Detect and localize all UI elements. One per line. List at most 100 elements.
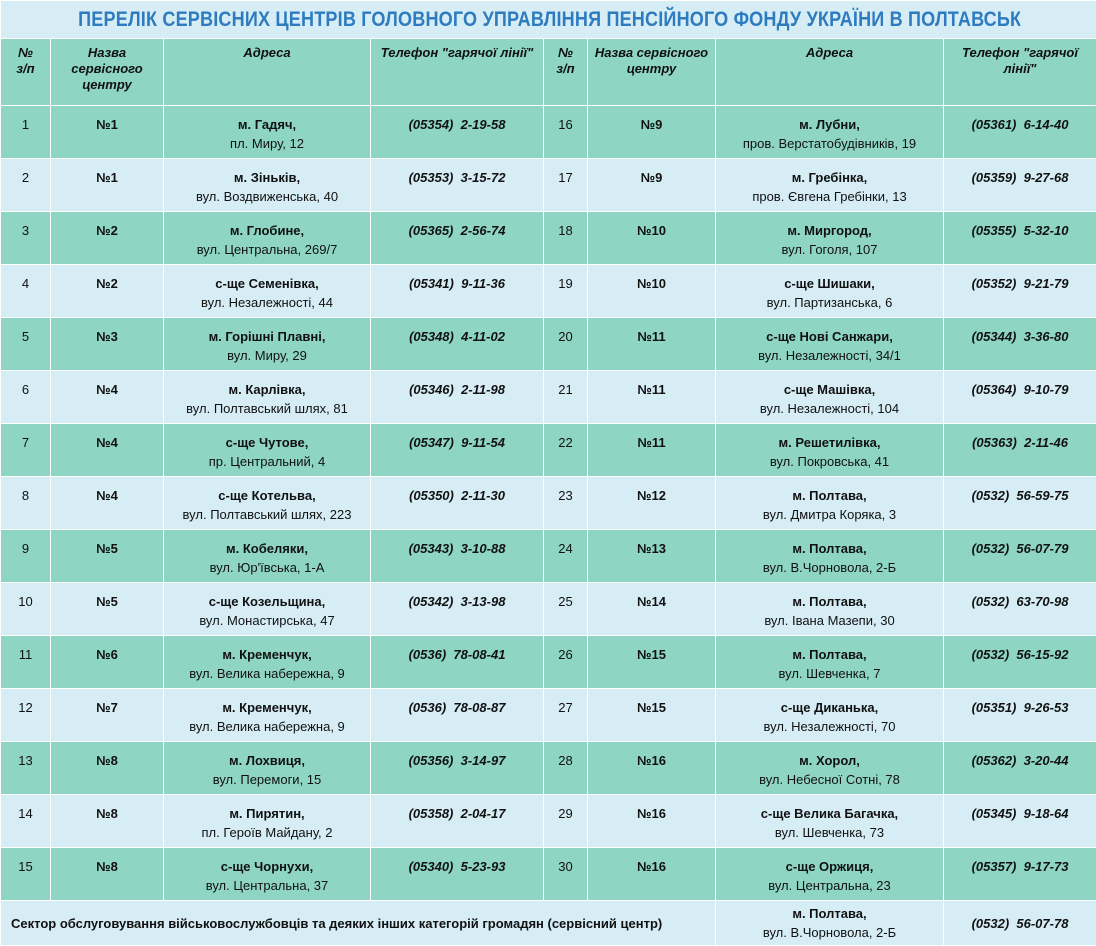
street: вул. Небесної Сотні, 78: [759, 772, 900, 787]
phone-cell: (0532) 56-59-75: [944, 477, 1096, 530]
street: пров. Євгена Гребінки, 13: [752, 189, 906, 204]
row-number: 22: [544, 424, 588, 477]
center-name: №15: [588, 636, 716, 689]
center-name: №5: [51, 583, 164, 636]
footer-phone-cell: (0532) 56-07-78: [944, 901, 1096, 946]
address: с-ще Диканька,вул. Незалежності, 70: [716, 689, 944, 742]
phone-cell: (05355) 5-32-10: [944, 212, 1096, 265]
city: м. Миргород,: [716, 221, 943, 240]
street: вул. Центральна, 269/7: [197, 242, 338, 257]
center-name: №13: [588, 530, 716, 583]
street: вул. Незалежності, 104: [760, 401, 899, 416]
street: вул. Шевченка, 7: [779, 666, 881, 681]
street: вул. Воздвиженська, 40: [196, 189, 338, 204]
city: м. Полтава,: [716, 539, 943, 558]
center-name: №4: [51, 371, 164, 424]
row-number: 2: [1, 159, 51, 212]
street: пл. Миру, 12: [230, 136, 304, 151]
phone: (05344) 3-36-80: [972, 329, 1069, 344]
street: вул. Незалежності, 44: [201, 295, 333, 310]
phone: (05345) 9-18-64: [972, 806, 1069, 821]
header-phone: Телефон "гарячої лінії": [371, 39, 544, 106]
city: с-ще Диканька,: [716, 698, 943, 717]
phone: (05346) 2-11-98: [409, 382, 505, 397]
header-phone: Телефон "гарячої лінії": [944, 39, 1096, 106]
city: с-ще Котельва,: [164, 486, 370, 505]
city: с-ще Шишаки,: [716, 274, 943, 293]
phone: (05359) 9-27-68: [972, 170, 1069, 185]
row-number: 14: [1, 795, 51, 848]
city: с-ще Велика Багачка,: [716, 804, 943, 823]
phone-cell: (05362) 3-20-44: [944, 742, 1096, 795]
center-name: №4: [51, 424, 164, 477]
address: с-ще Машівка, вул. Незалежності, 104: [716, 371, 944, 424]
center-name: №10: [588, 265, 716, 318]
row-number: 8: [1, 477, 51, 530]
row-number: 25: [544, 583, 588, 636]
row-number: 13: [1, 742, 51, 795]
row-number: 17: [544, 159, 588, 212]
phone-cell: (05348) 4-11-02: [371, 318, 544, 371]
phone-cell: (0532) 63-70-98: [944, 583, 1096, 636]
center-name: №8: [51, 848, 164, 901]
row-number: 18: [544, 212, 588, 265]
center-name: №11: [588, 371, 716, 424]
address: м. Гребінка,пров. Євгена Гребінки, 13: [716, 159, 944, 212]
page-title: ПЕРЕЛІК СЕРВІСНИХ ЦЕНТРІВ ГОЛОВНОГО УПРА…: [77, 1, 1020, 39]
phone: (05364) 9-10-79: [972, 382, 1069, 397]
phone: (0532) 56-15-92: [972, 647, 1069, 662]
header-row: № з/п Назва сервісного центру Адреса Тел…: [1, 39, 1096, 106]
address: м. Полтава,вул. Івана Мазепи, 30: [716, 583, 944, 636]
street: вул. Перемоги, 15: [213, 772, 322, 787]
footer-text: Сектор обслуговування військовослужбовці…: [1, 901, 716, 946]
center-name: №3: [51, 318, 164, 371]
address: м. Лохвиця,вул. Перемоги, 15: [164, 742, 371, 795]
phone-cell: (05358) 2-04-17: [371, 795, 544, 848]
row-number: 1: [1, 106, 51, 159]
row-number: 19: [544, 265, 588, 318]
address: с-ще Нові Санжари,вул. Незалежності, 34/…: [716, 318, 944, 371]
center-name: №1: [51, 106, 164, 159]
city: м. Зіньків,: [164, 168, 370, 187]
phone: (05340) 5-23-93: [409, 859, 506, 874]
city: м. Кременчук,: [164, 645, 370, 664]
phone: (0536) 78-08-41: [409, 647, 506, 662]
phone: (05341) 9-11-36: [409, 276, 505, 291]
phone: (0532) 56-07-79: [972, 541, 1069, 556]
phone-cell: (05342) 3-13-98: [371, 583, 544, 636]
street: вул. Монастирська, 47: [199, 613, 334, 628]
street: вул. Полтавський шлях, 223: [183, 507, 352, 522]
row-number: 9: [1, 530, 51, 583]
phone: (05343) 3-10-88: [409, 541, 506, 556]
phone: (05358) 2-04-17: [409, 806, 506, 821]
city: м. Горішні Плавні,: [164, 327, 370, 346]
street: вул. В.Чорновола, 2-Б: [763, 925, 896, 940]
address: м. Хорол,вул. Небесної Сотні, 78: [716, 742, 944, 795]
city: м. Полтава,: [716, 904, 943, 923]
center-name: №8: [51, 742, 164, 795]
address: с-ще Котельва, вул. Полтавський шлях, 223: [164, 477, 371, 530]
center-name: №5: [51, 530, 164, 583]
city: м. Кременчук,: [164, 698, 370, 717]
row-number: 26: [544, 636, 588, 689]
phone-cell: (05352) 9-21-79: [944, 265, 1096, 318]
phone: (05355) 5-32-10: [972, 223, 1069, 238]
phone-cell: (05353) 3-15-72: [371, 159, 544, 212]
phone: (05347) 9-11-54: [409, 435, 505, 450]
address: с-ще Чутове,пр. Центральний, 4: [164, 424, 371, 477]
phone-cell: (05356) 3-14-97: [371, 742, 544, 795]
phone: (05354) 2-19-58: [409, 117, 506, 132]
city: с-ще Машівка,: [716, 380, 943, 399]
phone: (0532) 56-59-75: [972, 488, 1069, 503]
center-name: №2: [51, 212, 164, 265]
street: вул. Центральна, 37: [206, 878, 329, 893]
street: пров. Верстатобудівників, 19: [743, 136, 916, 151]
address: с-ще Велика Багачка,вул. Шевченка, 73: [716, 795, 944, 848]
